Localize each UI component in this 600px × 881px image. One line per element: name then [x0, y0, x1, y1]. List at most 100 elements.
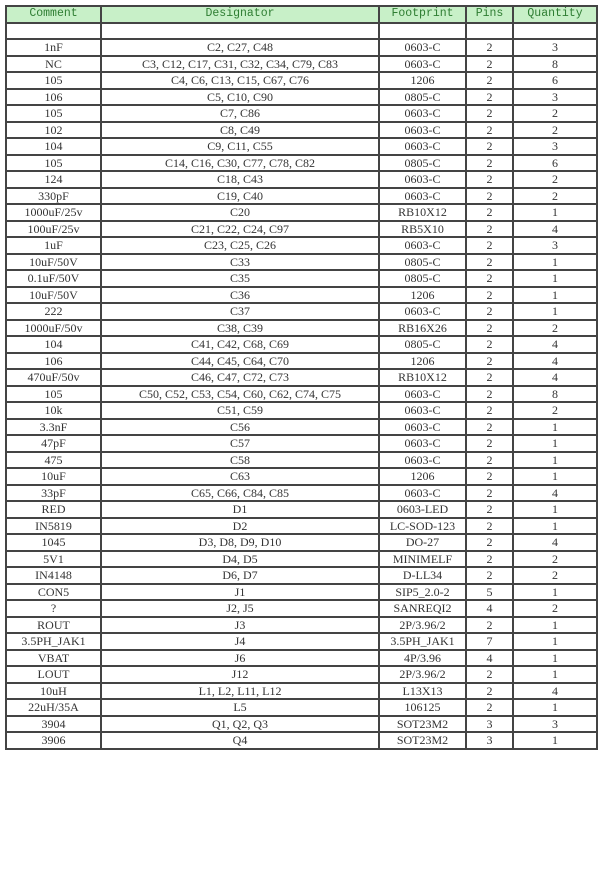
footprint-cell: 0603-C	[378, 137, 467, 156]
quantity-cell: 1	[512, 698, 598, 717]
quantity-cell: 1	[512, 615, 598, 634]
quantity-cell: 2	[512, 170, 598, 189]
comment-cell	[5, 21, 102, 40]
header-pins: Pins	[465, 5, 514, 24]
footprint-cell: 1206	[378, 71, 467, 90]
footprint-cell: 4P/3.96	[378, 648, 467, 667]
designator-cell: J3	[100, 615, 380, 634]
quantity-cell: 4	[512, 351, 598, 370]
designator-cell: D1	[100, 500, 380, 519]
footprint-cell: 0603-C	[378, 401, 467, 420]
quantity-cell: 2	[512, 566, 598, 585]
pins-cell: 2	[465, 665, 514, 684]
pins-cell: 2	[465, 170, 514, 189]
designator-cell: C2, C27, C48	[100, 38, 380, 57]
pins-cell: 2	[465, 516, 514, 535]
quantity-cell: 1	[512, 417, 598, 436]
table-row: LOUT J12 2P/3.96/2 2 1	[5, 665, 598, 684]
table-row: 5V1 D4, D5 MINIMELF 2 2	[5, 549, 598, 568]
table-row: VBAT J6 4P/3.96 4 1	[5, 648, 598, 667]
pins-cell: 4	[465, 599, 514, 618]
footprint-cell: 2P/3.96/2	[378, 665, 467, 684]
table-row: 475 C58 0603-C 2 1	[5, 450, 598, 469]
table-row: 330pF C19, C40 0603-C 2 2	[5, 186, 598, 205]
designator-cell: C65, C66, C84, C85	[100, 483, 380, 502]
comment-cell: 104	[5, 335, 102, 354]
designator-cell: C50, C52, C53, C54, C60, C62, C74, C75	[100, 384, 380, 403]
designator-cell: D6, D7	[100, 566, 380, 585]
footprint-cell: 1206	[378, 285, 467, 304]
comment-cell: 100uF/25v	[5, 219, 102, 238]
footprint-cell: SOT23M2	[378, 714, 467, 733]
comment-cell: 0.1uF/50V	[5, 269, 102, 288]
comment-cell: 470uF/50v	[5, 368, 102, 387]
table-row: 106 C5, C10, C90 0805-C 2 3	[5, 87, 598, 106]
footprint-cell: 106125	[378, 698, 467, 717]
pins-cell: 2	[465, 285, 514, 304]
designator-cell: C33	[100, 252, 380, 271]
footprint-cell: 0603-C	[378, 120, 467, 139]
designator-cell: Q1, Q2, Q3	[100, 714, 380, 733]
table-row: 3904 Q1, Q2, Q3 SOT23M2 3 3	[5, 714, 598, 733]
comment-cell: ROUT	[5, 615, 102, 634]
designator-cell: C41, C42, C68, C69	[100, 335, 380, 354]
comment-cell: 105	[5, 71, 102, 90]
table-row: ROUT J3 2P/3.96/2 2 1	[5, 615, 598, 634]
quantity-cell: 2	[512, 401, 598, 420]
table-row: 124 C18, C43 0603-C 2 2	[5, 170, 598, 189]
comment-cell: 3906	[5, 731, 102, 750]
comment-cell: NC	[5, 54, 102, 73]
comment-cell: 1nF	[5, 38, 102, 57]
table-row: 10k C51, C59 0603-C 2 2	[5, 401, 598, 420]
table-row: 1000uF/50v C38, C39 RB16X26 2 2	[5, 318, 598, 337]
footprint-cell: MINIMELF	[378, 549, 467, 568]
pins-cell: 2	[465, 384, 514, 403]
quantity-cell: 1	[512, 467, 598, 486]
designator-cell: L5	[100, 698, 380, 717]
quantity-cell: 8	[512, 384, 598, 403]
header-quantity: Quantity	[512, 5, 598, 24]
pins-cell: 3	[465, 714, 514, 733]
designator-cell: C51, C59	[100, 401, 380, 420]
designator-cell: C56	[100, 417, 380, 436]
comment-cell: 1000uF/25v	[5, 203, 102, 222]
pins-cell: 2	[465, 401, 514, 420]
footprint-cell: SANREQI2	[378, 599, 467, 618]
footprint-cell: DO-27	[378, 533, 467, 552]
comment-cell: 10uH	[5, 681, 102, 700]
footprint-cell: 0603-C	[378, 483, 467, 502]
pins-cell: 2	[465, 483, 514, 502]
quantity-cell: 3	[512, 236, 598, 255]
pins-cell: 2	[465, 615, 514, 634]
quantity-cell: 2	[512, 549, 598, 568]
comment-cell: 1045	[5, 533, 102, 552]
designator-cell: C19, C40	[100, 186, 380, 205]
pins-cell: 2	[465, 219, 514, 238]
pins-cell: 2	[465, 434, 514, 453]
comment-cell: 475	[5, 450, 102, 469]
pins-cell: 2	[465, 681, 514, 700]
comment-cell: IN5819	[5, 516, 102, 535]
pins-cell: 4	[465, 648, 514, 667]
comment-cell: 10uF/50V	[5, 252, 102, 271]
footprint-cell	[378, 21, 467, 40]
pins-cell: 2	[465, 153, 514, 172]
quantity-cell: 6	[512, 71, 598, 90]
designator-cell: C23, C25, C26	[100, 236, 380, 255]
quantity-cell: 4	[512, 335, 598, 354]
footprint-cell: 0805-C	[378, 335, 467, 354]
comment-cell: 105	[5, 384, 102, 403]
quantity-cell: 2	[512, 120, 598, 139]
table-row: 10uF/50V C33 0805-C 2 1	[5, 252, 598, 271]
table-row: IN5819 D2 LC-SOD-123 2 1	[5, 516, 598, 535]
table-row: 470uF/50v C46, C47, C72, C73 RB10X12 2 4	[5, 368, 598, 387]
comment-cell: 1000uF/50v	[5, 318, 102, 337]
table-row: CON5 J1 SIP5_2.0-2 5 1	[5, 582, 598, 601]
designator-cell: C4, C6, C13, C15, C67, C76	[100, 71, 380, 90]
footprint-cell: 0805-C	[378, 153, 467, 172]
comment-cell: 47pF	[5, 434, 102, 453]
quantity-cell: 3	[512, 38, 598, 57]
footprint-cell: LC-SOD-123	[378, 516, 467, 535]
table-row: 1nF C2, C27, C48 0603-C 2 3	[5, 38, 598, 57]
header-designator: Designator	[100, 5, 380, 24]
